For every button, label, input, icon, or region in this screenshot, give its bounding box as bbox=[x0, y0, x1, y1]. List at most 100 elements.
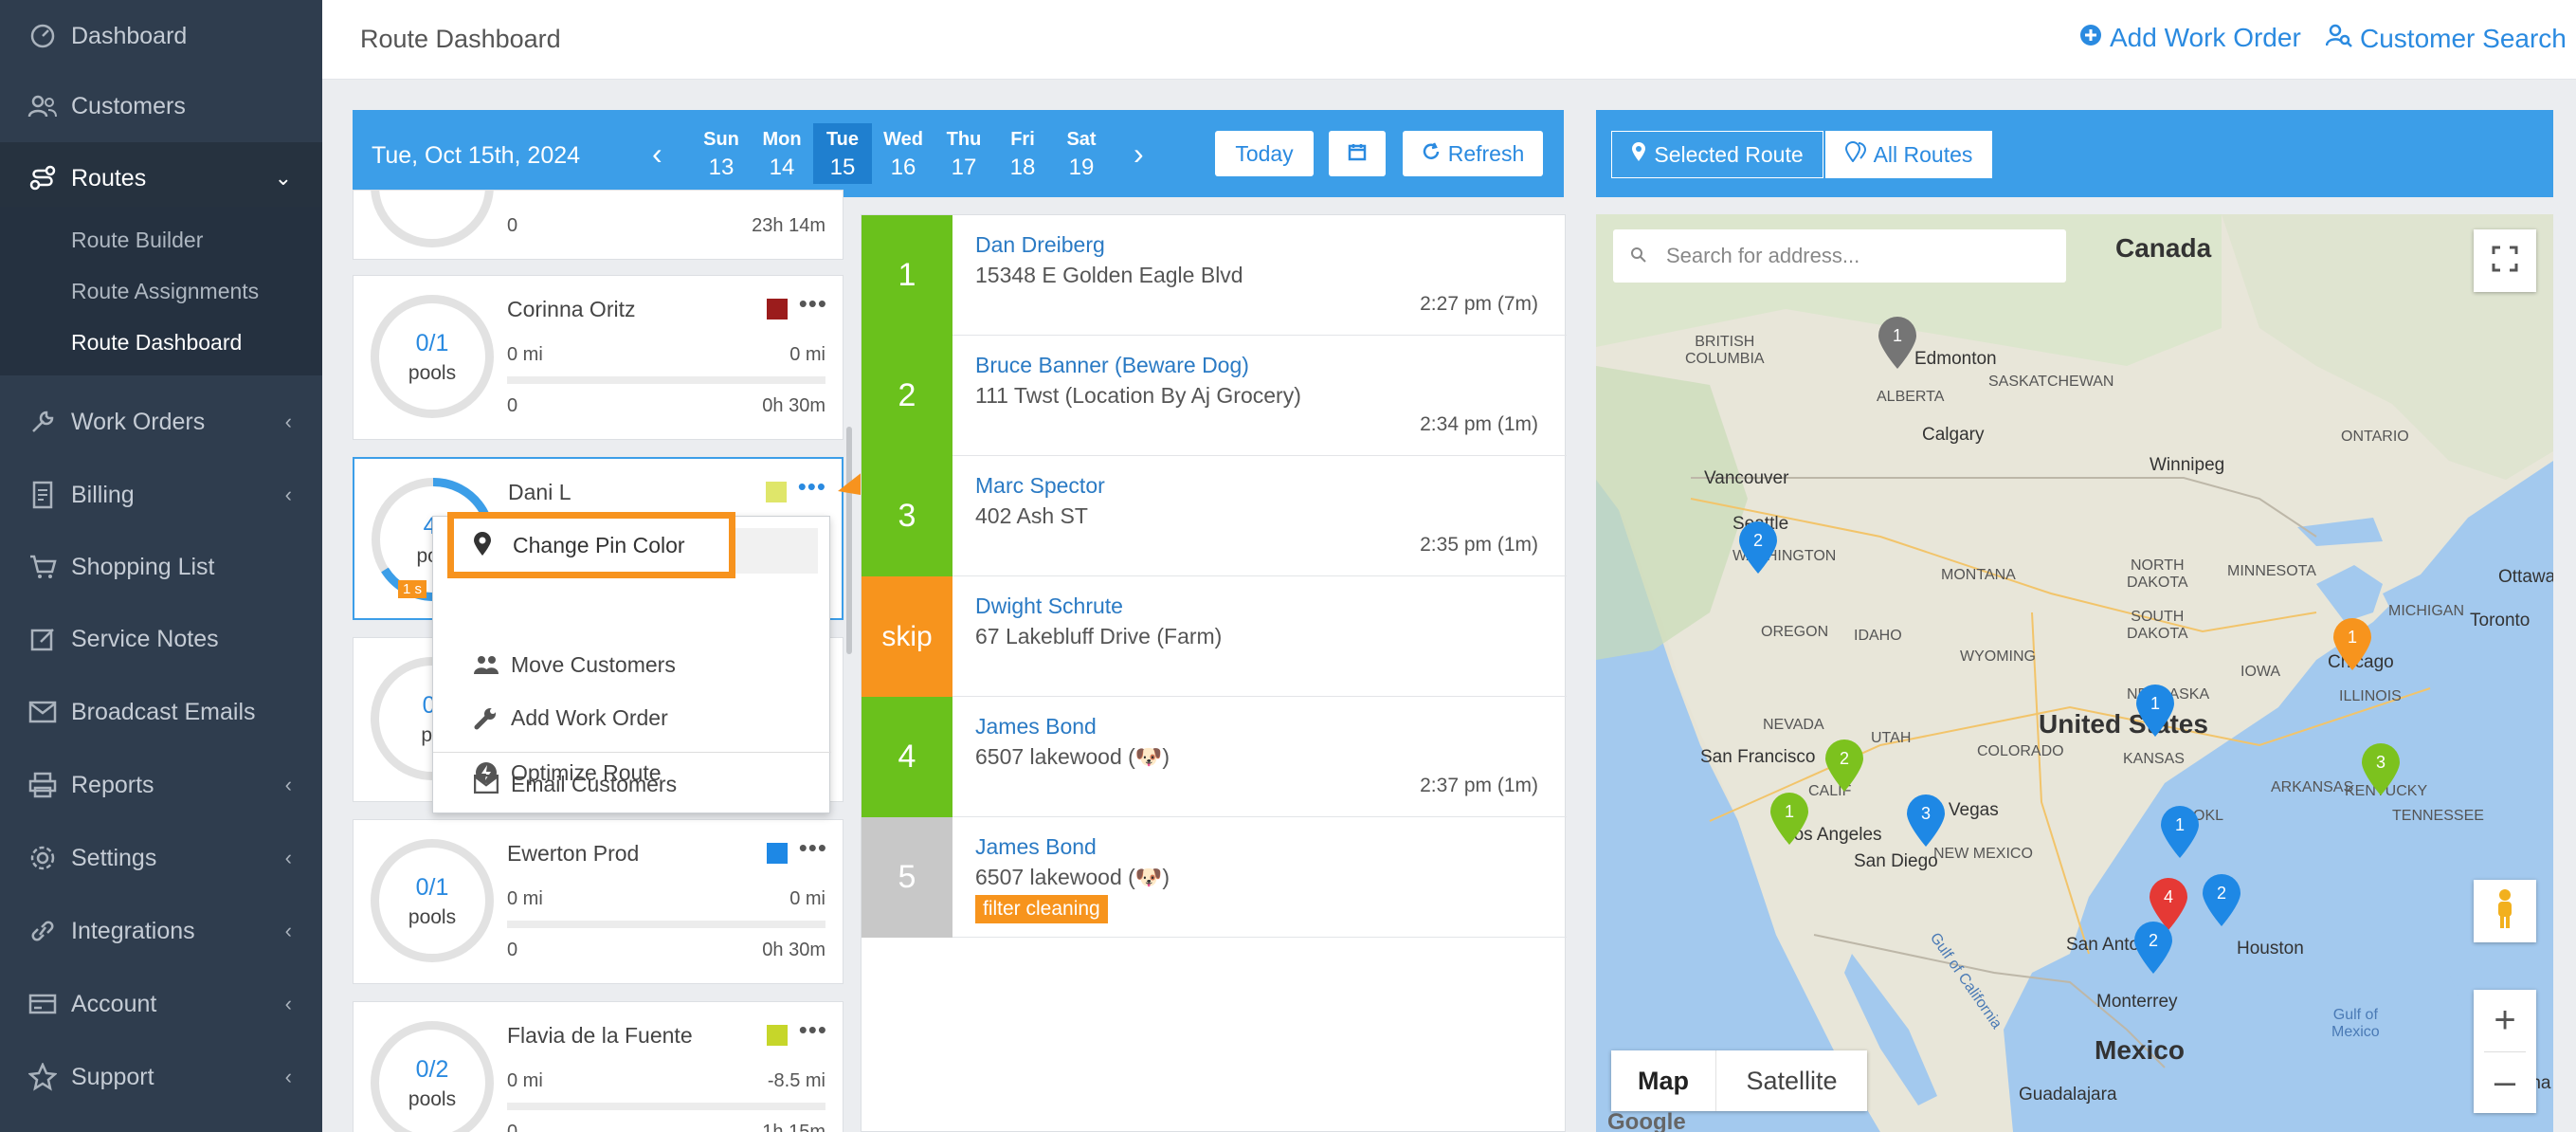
map-marker[interactable]: 2 bbox=[1737, 520, 1779, 575]
day-name: Sun bbox=[703, 129, 739, 150]
sidebar-item-work-orders[interactable]: Work Orders ‹ bbox=[0, 386, 322, 458]
menu-item-optimize-route[interactable]: Optimize Route bbox=[433, 748, 831, 797]
sidebar-subitem-route-assignments[interactable]: Route Assignments bbox=[71, 279, 260, 303]
stop-customer-name[interactable]: James Bond bbox=[975, 714, 1097, 739]
more-options-button[interactable]: ••• bbox=[798, 289, 827, 318]
sidebar-item-integrations[interactable]: Integrations ‹ bbox=[0, 895, 322, 967]
map-label-region: KENTUCKY bbox=[2345, 783, 2428, 799]
map-marker[interactable]: 4 bbox=[2148, 876, 2189, 931]
sidebar-item-reports[interactable]: Reports ‹ bbox=[0, 749, 322, 821]
day-fri[interactable]: Fri 18 bbox=[993, 123, 1052, 184]
refresh-button[interactable]: Refresh bbox=[1403, 131, 1543, 176]
zoom-in-button[interactable]: + bbox=[2494, 999, 2516, 1041]
today-button[interactable]: Today bbox=[1215, 131, 1314, 176]
stop-row[interactable]: 3 Marc Spector 402 Ash ST 2:35 pm (1m) bbox=[862, 456, 1567, 576]
current-date: Tue, Oct 15th, 2024 bbox=[372, 142, 581, 169]
stop-row[interactable]: 2 Bruce Banner (Beware Dog) 111 Twst (Lo… bbox=[862, 336, 1567, 456]
map-label-region: OREGON bbox=[1761, 624, 1829, 640]
map-marker[interactable]: 3 bbox=[1905, 793, 1947, 848]
sidebar-item-dashboard[interactable]: Dashboard bbox=[0, 0, 322, 72]
sidebar-item-shopping-list[interactable]: Shopping List bbox=[0, 531, 322, 603]
map-marker[interactable]: 1 bbox=[2159, 804, 2201, 859]
stop-number: 3 bbox=[862, 456, 952, 576]
route-miles-total: 0 mi bbox=[789, 888, 825, 909]
street-view-button[interactable] bbox=[2474, 880, 2536, 942]
day-mon[interactable]: Mon 14 bbox=[753, 123, 811, 184]
sidebar-item-account[interactable]: Account ‹ bbox=[0, 968, 322, 1040]
route-card[interactable]: 0 23h 14m bbox=[353, 190, 844, 260]
more-options-button[interactable]: ••• bbox=[798, 833, 827, 862]
menu-item-move-customers[interactable]: Move Customers bbox=[433, 640, 831, 689]
map-type-satellite-button[interactable]: Satellite bbox=[1715, 1050, 1867, 1111]
fullscreen-button[interactable] bbox=[2474, 229, 2536, 292]
route-list-scrollbar[interactable] bbox=[846, 427, 852, 654]
day-sat[interactable]: Sat 19 bbox=[1052, 123, 1111, 184]
svg-text:3: 3 bbox=[2376, 753, 2386, 772]
selected-route-button[interactable]: Selected Route bbox=[1611, 131, 1823, 178]
svg-text:1: 1 bbox=[1893, 326, 1902, 345]
menu-item-add-work-order[interactable]: Add Work Order bbox=[433, 693, 831, 742]
day-name: Sat bbox=[1066, 129, 1097, 150]
map-label-city: Houston bbox=[2237, 939, 2304, 959]
stop-customer-name[interactable]: Dan Dreiberg bbox=[975, 232, 1105, 257]
day-tue[interactable]: Tue 15 bbox=[813, 123, 872, 184]
day-name: Thu bbox=[946, 129, 982, 150]
map-pins-icon bbox=[1844, 141, 1866, 168]
map-marker[interactable]: 2 bbox=[1823, 738, 1865, 793]
map-marker[interactable]: 1 bbox=[1877, 315, 1918, 370]
day-wed[interactable]: Wed 16 bbox=[874, 123, 933, 184]
menu-item-email-customers[interactable]: Email Customers bbox=[433, 759, 831, 809]
sidebar-item-label: Work Orders bbox=[71, 408, 206, 435]
map-view[interactable]: Search for address... Canada United Stat… bbox=[1596, 214, 2553, 1132]
more-options-button[interactable]: ••• bbox=[798, 1015, 827, 1044]
stop-row[interactable]: 4 James Bond 6507 lakewood (🐶) 2:37 pm (… bbox=[862, 697, 1567, 817]
stop-customer-name[interactable]: James Bond bbox=[975, 834, 1097, 859]
map-marker[interactable]: 2 bbox=[2132, 920, 2174, 975]
sidebar-subitem-route-builder[interactable]: Route Builder bbox=[71, 228, 204, 252]
map-type-map-button[interactable]: Map bbox=[1638, 1066, 1689, 1095]
stop-customer-name[interactable]: Dwight Schrute bbox=[975, 593, 1123, 618]
map-label-region: BRITISH COLUMBIA bbox=[1685, 334, 1765, 367]
menu-item-change-pin-color[interactable]: Change Pin Color bbox=[447, 512, 735, 578]
plus-circle-icon bbox=[2079, 23, 2102, 53]
route-card-corinna-oritz[interactable]: 0/1 pools Corinna Oritz ••• 0 mi 0 mi 0 … bbox=[353, 275, 844, 440]
next-week-button[interactable]: › bbox=[1134, 137, 1144, 171]
map-marker[interactable]: 2 bbox=[2201, 872, 2242, 927]
sidebar-item-settings[interactable]: Settings ‹ bbox=[0, 822, 322, 894]
sidebar-subitem-route-dashboard[interactable]: Route Dashboard bbox=[71, 330, 243, 355]
map-marker[interactable]: 1 bbox=[2331, 616, 2373, 671]
map-marker[interactable]: 1 bbox=[2134, 683, 2176, 738]
sidebar-item-support[interactable]: Support ‹ bbox=[0, 1041, 322, 1113]
sidebar-item-broadcast-emails[interactable]: Broadcast Emails bbox=[0, 676, 322, 748]
all-routes-button[interactable]: All Routes bbox=[1825, 131, 1992, 178]
day-sun[interactable]: Sun 13 bbox=[692, 123, 751, 184]
map-search-input[interactable]: Search for address... bbox=[1613, 229, 2066, 283]
map-marker[interactable]: 1 bbox=[1769, 791, 1810, 846]
stop-customer-name[interactable]: Bruce Banner (Beware Dog) bbox=[975, 353, 1249, 377]
sidebar-item-billing[interactable]: Billing ‹ bbox=[0, 459, 322, 531]
svg-text:2: 2 bbox=[1840, 749, 1849, 768]
route-card-flavia-de-la-fuente[interactable]: 0/2 pools Flavia de la Fuente ••• 0 mi -… bbox=[353, 1001, 844, 1132]
sidebar-item-service-notes[interactable]: Service Notes bbox=[0, 603, 322, 675]
sidebar-item-customers[interactable]: Customers bbox=[0, 70, 322, 142]
more-options-button[interactable]: ••• bbox=[797, 472, 826, 501]
add-work-order-link[interactable]: Add Work Order bbox=[2079, 23, 2301, 53]
map-marker[interactable]: 3 bbox=[2360, 741, 2402, 796]
progress-ring: 0/2 pools bbox=[371, 1021, 494, 1132]
day-thu[interactable]: Thu 17 bbox=[934, 123, 993, 184]
pools-fraction: 0/2 bbox=[415, 1056, 449, 1083]
sidebar-item-routes[interactable]: Routes ⌄ bbox=[0, 142, 322, 214]
billing-icon bbox=[27, 479, 59, 511]
stop-row[interactable]: 5 James Bond 6507 lakewood (🐶) filter cl… bbox=[862, 817, 1567, 938]
stop-customer-name[interactable]: Marc Spector bbox=[975, 473, 1105, 498]
chevron-left-icon: ‹ bbox=[284, 410, 292, 433]
chevron-left-icon: ‹ bbox=[284, 846, 292, 869]
calendar-button[interactable] bbox=[1329, 131, 1386, 176]
stop-row[interactable]: 1 Dan Dreiberg 15348 E Golden Eagle Blvd… bbox=[862, 215, 1567, 336]
stop-row[interactable]: skip Dwight Schrute 67 Lakebluff Drive (… bbox=[862, 576, 1567, 697]
customer-search-link[interactable]: Customer Search bbox=[2325, 23, 2567, 54]
svg-text:1: 1 bbox=[2175, 815, 2185, 834]
route-card-ewerton-prod[interactable]: 0/1 pools Ewerton Prod ••• 0 mi 0 mi 0 0… bbox=[353, 819, 844, 984]
zoom-out-button[interactable]: – bbox=[2494, 1061, 2516, 1103]
prev-week-button[interactable]: ‹ bbox=[652, 137, 662, 171]
